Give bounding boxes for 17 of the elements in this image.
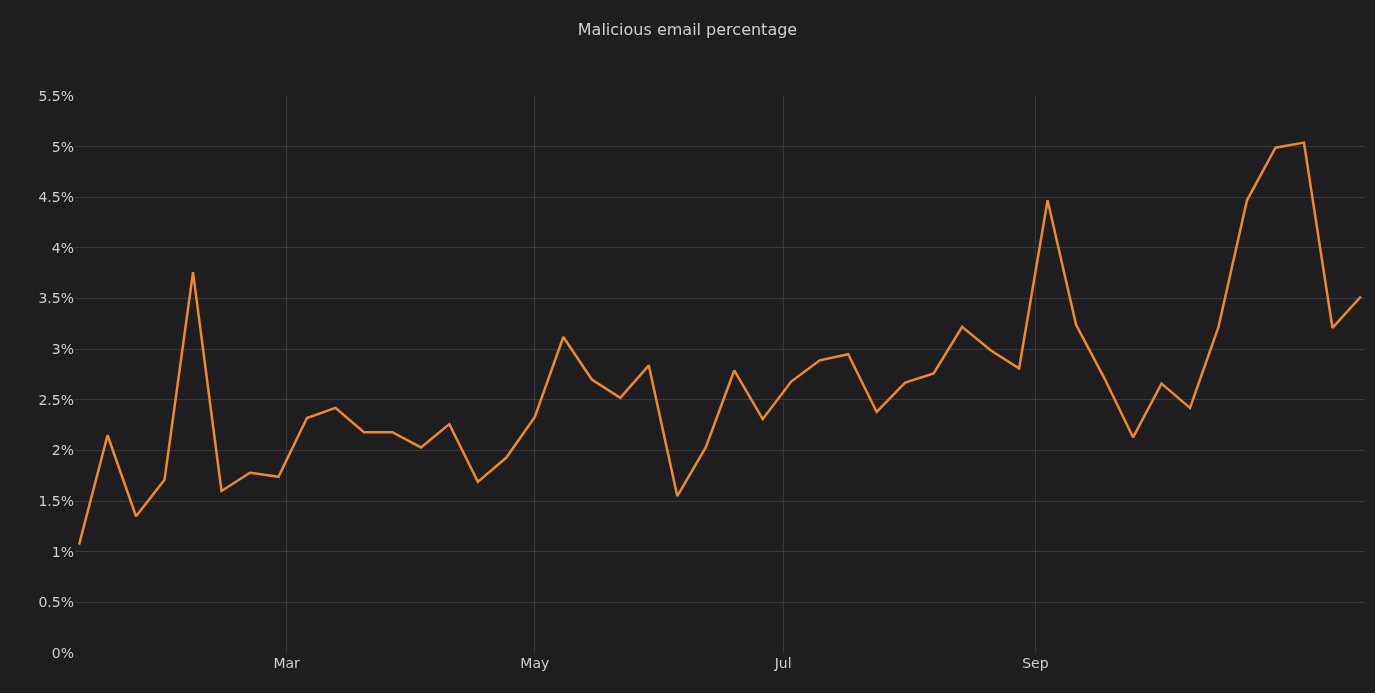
x-tick-label: May (520, 655, 550, 671)
y-tick-label: 2% (51, 442, 74, 459)
y-tick-label: 0% (51, 644, 74, 661)
x-tick-label: Jul (773, 655, 792, 671)
x-tick-label: Mar (273, 655, 301, 671)
y-tick-label: 3.5% (38, 290, 74, 307)
x-tick-label: Sep (1022, 655, 1049, 671)
y-tick-label: 2.5% (38, 391, 74, 408)
y-tick-label: 4% (51, 239, 74, 256)
chart-title: Malicious email percentage (577, 20, 798, 40)
y-tick-label: 0.5% (38, 594, 74, 611)
y-tick-label: 3% (51, 341, 74, 358)
y-tick-label: 1% (51, 543, 74, 560)
y-tick-label: 5% (51, 138, 74, 155)
y-tick-label: 4.5% (38, 189, 74, 206)
y-tick-label: 5.5% (38, 87, 74, 104)
y-tick-label: 1.5% (38, 492, 74, 509)
